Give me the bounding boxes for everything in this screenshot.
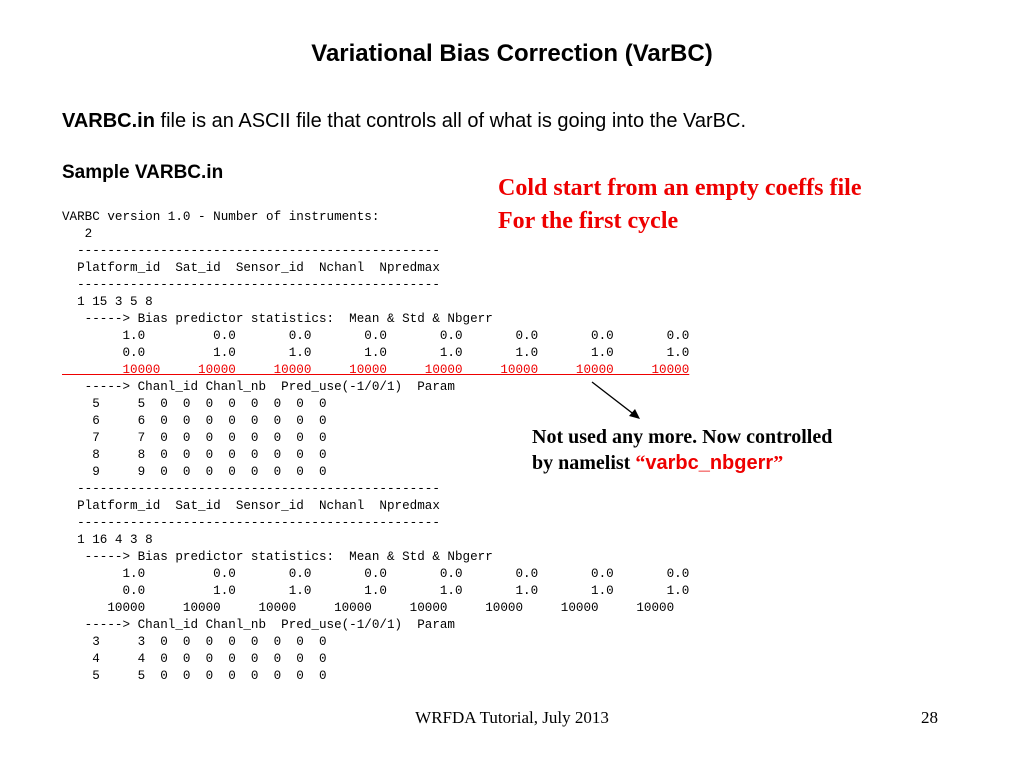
- code-line: 8 8 0 0 0 0 0 0 0 0: [62, 448, 327, 462]
- code-line: ----------------------------------------…: [62, 278, 440, 292]
- code-line: -----> Bias predictor statistics: Mean &…: [62, 312, 493, 326]
- namelist-name: varbc_nbgerr: [645, 452, 774, 474]
- cold-start-line-2: For the first cycle: [498, 208, 679, 234]
- code-line: VARBC version 1.0 - Number of instrument…: [62, 210, 380, 224]
- code-line: 1 16 4 3 8: [62, 533, 153, 547]
- code-line: 5 5 0 0 0 0 0 0 0 0: [62, 397, 327, 411]
- code-line: -----> Bias predictor statistics: Mean &…: [62, 550, 493, 564]
- quote-close: ”: [773, 452, 784, 474]
- code-line: 0.0 1.0 1.0 1.0 1.0 1.0 1.0 1.0: [62, 346, 690, 360]
- code-line: 3 3 0 0 0 0 0 0 0 0: [62, 635, 327, 649]
- nbgerr-line-2: by namelist “varbc_nbgerr”: [532, 450, 832, 476]
- nbgerr-line-1: Not used any more. Now controlled: [532, 426, 833, 448]
- code-line: 0.0 1.0 1.0 1.0 1.0 1.0 1.0 1.0: [62, 584, 690, 598]
- nbgerr-prefix: by namelist: [532, 452, 636, 474]
- code-block: VARBC version 1.0 - Number of instrument…: [62, 209, 689, 685]
- intro-text: VARBC.in file is an ASCII file that cont…: [62, 110, 746, 133]
- code-line: Platform_id Sat_id Sensor_id Nchanl Npre…: [62, 261, 440, 275]
- code-line: ----------------------------------------…: [62, 516, 440, 530]
- intro-filename: VARBC.in: [62, 110, 155, 132]
- slide-title: Variational Bias Correction (VarBC): [311, 40, 713, 67]
- code-line: 9 9 0 0 0 0 0 0 0 0: [62, 465, 327, 479]
- code-line: -----> Chanl_id Chanl_nb Pred_use(-1/0/1…: [62, 380, 455, 394]
- code-line: ----------------------------------------…: [62, 482, 440, 496]
- intro-description: file is an ASCII file that controls all …: [154, 110, 747, 132]
- annotation-arrow: [591, 381, 640, 419]
- sample-heading: Sample VARBC.in: [62, 162, 224, 183]
- nbgerr-annotation: Not used any more. Now controlled by nam…: [532, 424, 832, 476]
- code-line: 7 7 0 0 0 0 0 0 0 0: [62, 431, 327, 445]
- cold-start-annotation: Cold start from an empty coeffs file For…: [498, 172, 861, 238]
- code-line: ----------------------------------------…: [62, 244, 440, 258]
- code-line: 6 6 0 0 0 0 0 0 0 0: [62, 414, 327, 428]
- code-line: 1.0 0.0 0.0 0.0 0.0 0.0 0.0 0.0: [62, 567, 690, 581]
- code-line: 1 15 3 5 8: [62, 295, 153, 309]
- page-number: 28: [921, 708, 938, 727]
- code-line: 5 5 0 0 0 0 0 0 0 0: [62, 669, 327, 683]
- code-line: -----> Chanl_id Chanl_nb Pred_use(-1/0/1…: [62, 618, 455, 632]
- code-line: 4 4 0 0 0 0 0 0 0 0: [62, 652, 327, 666]
- cold-start-line-1: Cold start from an empty coeffs file: [498, 175, 862, 201]
- code-line: 1.0 0.0 0.0 0.0 0.0 0.0 0.0 0.0: [62, 329, 690, 343]
- footer-text: WRFDA Tutorial, July 2013: [415, 708, 609, 727]
- code-line: 10000 10000 10000 10000 10000 10000 1000…: [62, 601, 675, 615]
- code-line: 2: [62, 227, 93, 241]
- code-line: Platform_id Sat_id Sensor_id Nchanl Npre…: [62, 499, 440, 513]
- code-line-nbgerr: 10000 10000 10000 10000 10000 10000 1000…: [62, 363, 690, 377]
- quote-open: “: [635, 452, 646, 474]
